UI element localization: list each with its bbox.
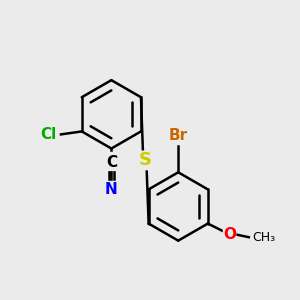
Text: Br: Br — [169, 128, 188, 142]
Text: C: C — [106, 155, 117, 170]
Text: N: N — [105, 182, 118, 196]
Text: CH₃: CH₃ — [252, 231, 275, 244]
Text: S: S — [138, 152, 151, 169]
Text: Cl: Cl — [40, 127, 56, 142]
Text: O: O — [223, 227, 236, 242]
